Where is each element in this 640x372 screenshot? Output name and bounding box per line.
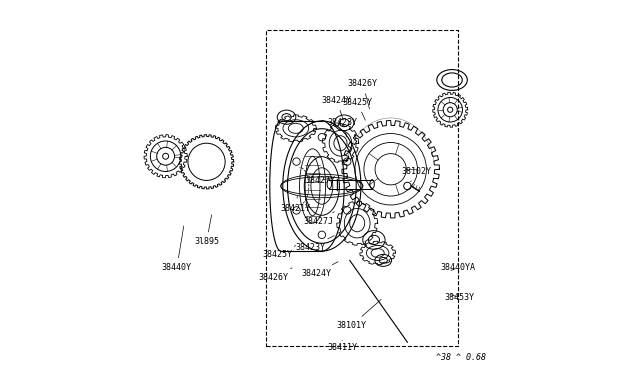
Text: 38426Y: 38426Y [348, 79, 378, 109]
Text: 38101Y: 38101Y [337, 299, 381, 330]
Bar [266, 30, 458, 346]
Text: 3l895: 3l895 [194, 215, 219, 246]
Text: 38423Y: 38423Y [296, 235, 334, 252]
Text: 38421Y: 38421Y [281, 196, 311, 213]
Text: 38424Y: 38424Y [322, 96, 352, 120]
Text: 38425Y: 38425Y [342, 98, 372, 120]
Text: 38411Y: 38411Y [327, 340, 357, 352]
Text: 38440YA: 38440YA [440, 263, 475, 272]
Text: 38102Y: 38102Y [402, 167, 432, 182]
Text: 38426Y: 38426Y [259, 268, 292, 282]
Text: 38423Y: 38423Y [327, 118, 357, 137]
Text: 38453Y: 38453Y [445, 293, 474, 302]
Text: 38425Y: 38425Y [262, 246, 296, 259]
Text: 38427J: 38427J [303, 212, 334, 226]
Text: 38427Y: 38427Y [305, 176, 335, 185]
Text: ^38 ^ 0.68: ^38 ^ 0.68 [436, 353, 486, 362]
Text: 38440Y: 38440Y [162, 226, 192, 272]
Text: 38424Y: 38424Y [301, 262, 338, 278]
